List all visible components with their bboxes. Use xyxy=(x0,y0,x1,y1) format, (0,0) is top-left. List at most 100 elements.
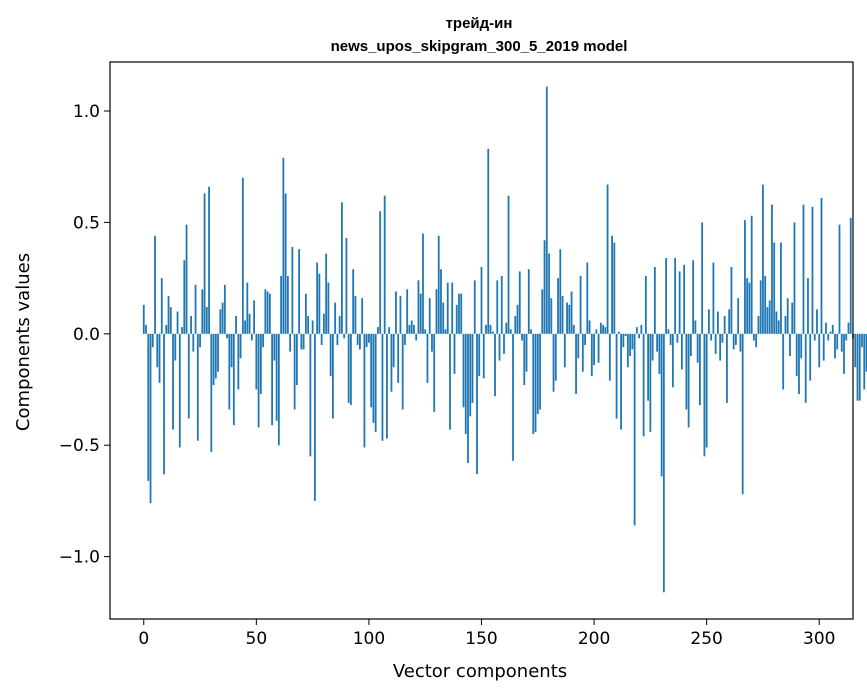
bar xyxy=(642,333,645,437)
bar xyxy=(316,262,319,334)
bar xyxy=(325,253,328,334)
x-tick-label: 50 xyxy=(246,629,268,649)
bar xyxy=(773,242,776,334)
bars-group xyxy=(142,86,867,593)
bar xyxy=(419,293,422,334)
bar xyxy=(172,333,174,430)
bar xyxy=(584,333,586,345)
bar xyxy=(712,262,715,334)
bar xyxy=(347,333,350,403)
bar xyxy=(167,295,170,334)
bar xyxy=(512,333,514,461)
bar xyxy=(156,333,159,368)
bar xyxy=(174,333,177,361)
bar xyxy=(777,320,780,334)
bar xyxy=(181,327,183,334)
bar xyxy=(241,177,244,334)
bar xyxy=(530,329,532,334)
bar xyxy=(750,215,753,334)
bar xyxy=(264,289,267,334)
bar xyxy=(302,333,305,350)
bar xyxy=(532,333,535,435)
bar xyxy=(669,333,672,345)
bar xyxy=(165,324,168,334)
x-tick-label: 250 xyxy=(690,629,722,649)
bar xyxy=(183,260,186,334)
bar xyxy=(638,333,641,339)
bar xyxy=(838,224,841,334)
bar xyxy=(674,258,677,334)
bar xyxy=(435,289,438,334)
bar xyxy=(786,298,789,334)
bar xyxy=(831,324,834,334)
bar xyxy=(505,322,508,334)
bar xyxy=(710,333,713,341)
bar xyxy=(449,333,451,430)
bar xyxy=(246,282,249,334)
bar xyxy=(388,327,391,334)
bar xyxy=(496,280,499,334)
bar xyxy=(633,333,636,526)
bar xyxy=(271,333,274,426)
bar xyxy=(836,333,839,350)
bar xyxy=(622,333,625,348)
bar xyxy=(518,271,521,334)
bar xyxy=(811,206,814,334)
bar xyxy=(464,333,467,435)
bar xyxy=(356,333,359,345)
bar xyxy=(507,195,510,334)
bar xyxy=(721,333,724,343)
bar xyxy=(453,333,456,374)
bar xyxy=(219,309,222,334)
bar xyxy=(595,329,598,334)
x-tick-label: 200 xyxy=(578,629,610,649)
bar xyxy=(336,333,339,345)
bar xyxy=(485,324,487,334)
bar xyxy=(235,315,237,334)
bar xyxy=(250,333,253,341)
bar xyxy=(298,249,301,334)
bar xyxy=(262,333,264,348)
bar xyxy=(809,333,812,381)
bar xyxy=(804,333,807,403)
bar xyxy=(309,333,312,457)
bar xyxy=(753,333,755,341)
bar xyxy=(845,333,848,341)
bar xyxy=(440,269,442,334)
bar xyxy=(766,307,769,334)
bar xyxy=(795,333,798,377)
bar xyxy=(656,333,659,352)
bar xyxy=(563,333,566,368)
bar xyxy=(723,315,726,334)
bar xyxy=(277,333,280,446)
bar xyxy=(476,333,478,475)
bar xyxy=(825,322,827,334)
bar xyxy=(338,315,341,334)
bar xyxy=(196,333,199,441)
bar xyxy=(759,280,762,334)
bar xyxy=(651,333,654,361)
bar xyxy=(192,333,195,352)
bar xyxy=(386,333,388,439)
bar xyxy=(145,324,147,334)
bar xyxy=(732,333,735,350)
bar xyxy=(514,315,517,334)
bar xyxy=(350,333,352,406)
bar xyxy=(230,333,233,368)
bar xyxy=(746,278,749,334)
bar xyxy=(705,333,708,448)
bar xyxy=(820,197,823,334)
bar xyxy=(406,289,409,334)
bar xyxy=(660,333,663,477)
bar xyxy=(847,322,850,334)
bar xyxy=(142,304,145,334)
bar xyxy=(280,275,283,334)
bar xyxy=(327,282,330,334)
bar xyxy=(827,333,830,341)
bar xyxy=(737,298,740,334)
bar xyxy=(755,333,758,348)
bar xyxy=(829,331,832,334)
bar xyxy=(295,333,298,386)
bar xyxy=(588,320,591,334)
bar xyxy=(550,298,553,334)
